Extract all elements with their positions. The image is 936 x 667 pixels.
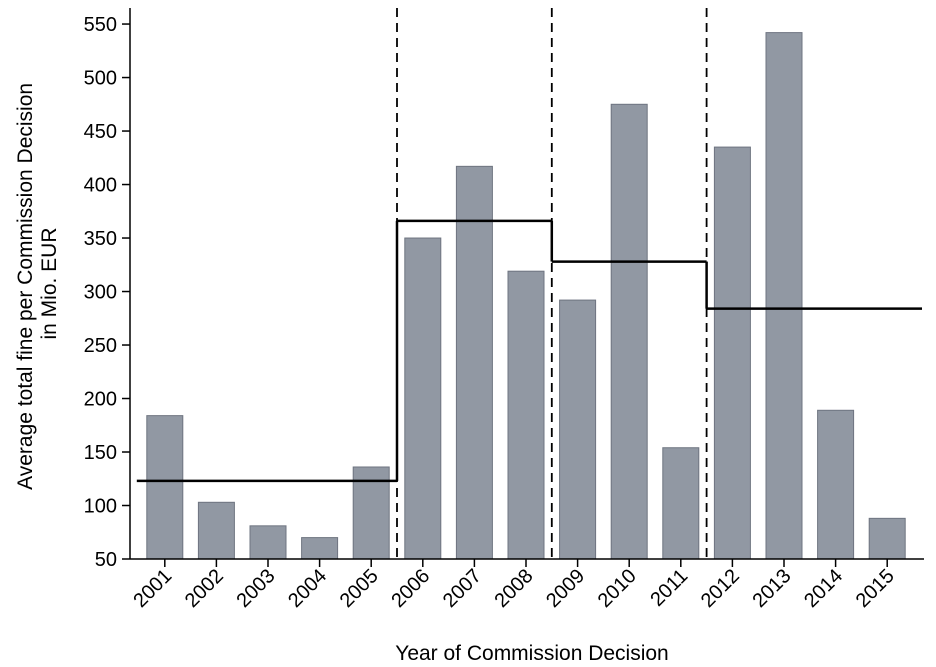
y-axis-title: Average total fine per Commission Decisi… xyxy=(14,77,61,490)
bar-2003 xyxy=(249,525,287,560)
bar-2013 xyxy=(765,32,803,560)
x-tick-label-2001: 2001 xyxy=(129,565,176,612)
bar-2010 xyxy=(610,103,648,560)
y-tick-label-400: 400 xyxy=(84,175,117,197)
y-tick-label-250: 250 xyxy=(84,335,117,357)
x-tick-label-2002: 2002 xyxy=(181,565,228,612)
x-tick-label-2005: 2005 xyxy=(336,565,383,612)
x-tick-label-2012: 2012 xyxy=(697,565,744,612)
y-axis-title-line-2: in Mio. EUR xyxy=(38,227,61,339)
bar-2015 xyxy=(868,517,906,560)
y-tick-label-100: 100 xyxy=(84,496,117,518)
y-tick-label-50: 50 xyxy=(95,549,117,571)
bar-2004 xyxy=(301,537,339,560)
y-tick-label-550: 550 xyxy=(84,14,117,36)
x-tick-label-2011: 2011 xyxy=(646,565,692,611)
bar-2002 xyxy=(197,501,235,560)
x-tick-label-2015: 2015 xyxy=(852,565,899,612)
y-tick-label-200: 200 xyxy=(84,389,117,411)
x-tick-label-2007: 2007 xyxy=(439,565,486,612)
y-tick-label-300: 300 xyxy=(84,282,117,304)
x-tick-label-2014: 2014 xyxy=(800,565,847,612)
break-lines-group xyxy=(396,8,708,559)
bar-2011 xyxy=(662,447,700,560)
x-tick-label-2006: 2006 xyxy=(387,565,434,612)
x-tick-label-2004: 2004 xyxy=(284,565,331,612)
x-ticks-group: 2001 2002 2003 2004 2005 2006 2007 2008 2009 2010… xyxy=(129,559,899,612)
y-tick-label-150: 150 xyxy=(84,442,117,464)
x-axis-title: Year of Commission Decision xyxy=(395,642,669,665)
y-tick-label-500: 500 xyxy=(84,68,117,90)
bar-2014 xyxy=(817,409,855,560)
x-tick-label-2008: 2008 xyxy=(491,565,538,612)
y-tick-label-450: 450 xyxy=(84,121,117,143)
x-tick-label-2009: 2009 xyxy=(542,565,589,612)
x-tick-label-2013: 2013 xyxy=(749,565,796,612)
bar-2012 xyxy=(713,146,751,560)
x-tick-label-2010: 2010 xyxy=(594,565,641,612)
bar-2008 xyxy=(507,270,545,560)
y-tick-label-350: 350 xyxy=(84,228,117,250)
bar-2007 xyxy=(455,165,493,560)
y-ticks-group: 50 100 150 200 250 300 350 400 450 500 550 xyxy=(84,14,130,571)
bar-2006 xyxy=(404,237,442,560)
bar-2001 xyxy=(146,415,184,560)
y-axis-title-line-1: Average total fine per Commission Decisi… xyxy=(14,83,37,490)
x-tick-label-2003: 2003 xyxy=(233,565,280,612)
bar-2009 xyxy=(559,299,597,560)
bars-group xyxy=(146,32,906,560)
